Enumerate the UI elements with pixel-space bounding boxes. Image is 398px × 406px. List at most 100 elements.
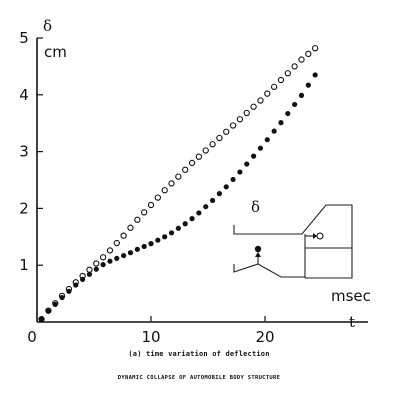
data-point <box>66 288 72 294</box>
y-tick-label: 4 <box>19 86 29 104</box>
inset-right-arrowhead <box>313 233 317 239</box>
data-point <box>264 137 270 143</box>
data-point <box>93 260 100 267</box>
y-tick-label: 5 <box>19 29 29 47</box>
data-point <box>168 180 175 187</box>
data-point <box>257 145 264 151</box>
data-point <box>209 197 216 204</box>
data-point <box>148 241 154 247</box>
x-axis-label: msec <box>331 287 371 305</box>
data-point <box>216 134 223 142</box>
data-marks <box>38 45 319 323</box>
x-tick-label: 0 <box>27 328 37 346</box>
data-point <box>277 76 285 84</box>
document-title: DYNAMIC COLLAPSE OF AUTOMOBILE BODY STRU… <box>117 375 281 381</box>
inset-delta-label: δ <box>251 198 260 216</box>
data-point <box>264 90 271 97</box>
data-point <box>251 153 257 159</box>
inset-upper-profile <box>233 204 353 279</box>
x-axis-symbol: t <box>349 313 355 331</box>
data-point <box>292 101 298 108</box>
data-point <box>223 184 229 190</box>
data-point <box>168 230 175 236</box>
data-point <box>127 224 134 231</box>
data-point <box>80 276 86 282</box>
data-point <box>195 153 203 160</box>
axis-ticks: 1 2 3 4 5 0 10 20 <box>19 29 274 346</box>
data-point <box>271 128 277 134</box>
data-point <box>305 82 311 88</box>
data-point <box>154 194 161 201</box>
data-point <box>298 92 305 98</box>
data-point <box>305 50 312 58</box>
inset-up-arrowhead <box>255 252 261 257</box>
data-point <box>312 45 319 52</box>
data-point <box>257 97 264 104</box>
data-point <box>107 258 113 264</box>
data-point <box>237 169 243 175</box>
data-point <box>134 246 140 252</box>
data-point <box>120 232 127 239</box>
data-point <box>250 103 257 110</box>
inset-lower-profile <box>233 263 305 278</box>
data-point <box>230 176 236 183</box>
data-point <box>100 262 106 268</box>
data-point <box>99 254 107 261</box>
data-point <box>182 221 188 227</box>
figure-caption: (a) time variation of deflection <box>128 350 270 358</box>
data-point <box>175 225 181 231</box>
data-point <box>278 120 284 126</box>
y-tick-label: 1 <box>19 256 29 274</box>
y-tick-label: 2 <box>19 199 29 217</box>
y-axis-label: cm <box>44 43 67 61</box>
inset-diagram: δ <box>233 198 353 279</box>
data-point <box>175 173 182 180</box>
data-point <box>161 187 168 194</box>
data-point <box>141 209 148 216</box>
data-point <box>106 247 114 254</box>
data-point <box>188 159 196 167</box>
data-point <box>312 72 318 78</box>
x-tick-label: 10 <box>141 328 160 346</box>
data-point <box>59 294 65 301</box>
data-point <box>202 147 209 154</box>
y-tick-label: 3 <box>19 143 29 161</box>
series-filled-circles <box>38 72 318 322</box>
data-point <box>134 216 141 223</box>
inset-filled-marker <box>254 245 262 253</box>
data-point <box>114 255 120 261</box>
data-point <box>203 204 209 210</box>
data-point <box>284 70 291 77</box>
data-point <box>189 216 195 222</box>
data-point <box>229 122 237 129</box>
data-point <box>243 109 250 117</box>
data-point <box>223 128 230 135</box>
data-point <box>162 234 168 240</box>
data-point <box>270 83 278 90</box>
data-point <box>86 266 93 273</box>
data-point <box>52 301 58 307</box>
data-point <box>38 316 45 322</box>
inset-open-marker <box>316 232 324 240</box>
data-point <box>244 161 250 167</box>
data-point <box>182 166 189 173</box>
data-point <box>209 141 216 148</box>
data-point <box>147 201 155 209</box>
data-point <box>285 110 291 117</box>
x-tick-label: 20 <box>255 328 274 346</box>
data-point <box>141 243 147 250</box>
data-point <box>121 252 127 259</box>
y-axis-symbol: δ <box>43 17 52 35</box>
data-point <box>127 250 134 256</box>
data-point <box>73 282 79 288</box>
data-point <box>86 271 93 277</box>
data-point <box>113 239 120 247</box>
data-point <box>291 63 298 70</box>
data-point <box>216 191 222 197</box>
data-point <box>236 116 244 123</box>
data-point <box>155 237 161 243</box>
data-point <box>45 308 52 314</box>
data-point <box>298 56 305 63</box>
data-point <box>93 266 99 272</box>
